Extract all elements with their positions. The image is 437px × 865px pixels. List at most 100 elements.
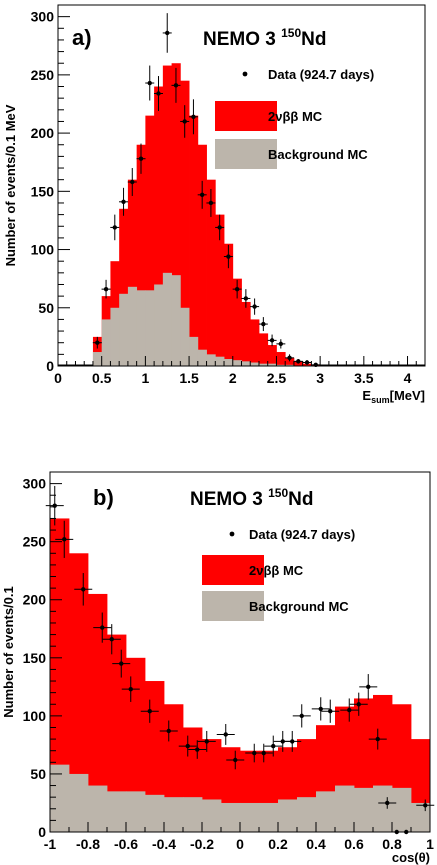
data-point [223,244,233,269]
background-mc-bar [411,802,431,832]
background-mc-bar [197,349,207,366]
y-tick-label: 300 [23,476,47,492]
background-mc-bar [276,364,286,366]
background-mc-bar [101,319,111,366]
data-point [92,336,102,349]
y-tick-label: 50 [38,300,54,316]
background-mc-bar [183,797,203,832]
background-mc-bar [145,794,165,832]
data-point [101,279,111,299]
signal-mc-bar [107,634,127,832]
data-marker [252,750,257,756]
background-mc-bar [278,799,298,832]
background-mc-bar [258,363,269,366]
data-point [264,735,283,757]
legend-label: Background MC [268,147,368,162]
x-axis-title: cos(θ) [392,850,430,865]
signal-mc-bar [241,301,251,366]
data-point [232,279,242,299]
background-mc-bar [335,785,355,832]
signal-mc-bar [154,86,164,367]
data-point [241,289,251,308]
background-mc-bar [240,802,260,832]
data-marker [185,743,190,749]
data-point [45,485,64,526]
signal-mc-bar [189,115,199,367]
data-point [292,704,311,728]
background-mc-bar [127,286,138,366]
background-mc-bar [215,356,225,366]
signal-mc-bar [276,352,286,366]
background-mc-bar [316,791,336,832]
data-marker [166,728,171,734]
data-point [206,188,216,217]
data-marker [217,225,222,230]
x-tick-label: -0.8 [76,836,100,852]
background-mc-bar [259,802,279,832]
y-axis-title: Number of events/0.1 [1,586,16,718]
data-marker [233,757,238,763]
data-marker [280,739,285,744]
data-marker [252,304,257,309]
data-point [226,750,245,770]
chart-panel-a: 0 0.5 1 1.5 2 2.5 3 3.5 4 0 50 100 150 200 250 300 Numbe… [3,4,426,405]
data-marker [299,713,304,719]
x-tick-label: 2.5 [267,370,287,386]
data-point [74,573,93,606]
x-tick-label: -0.2 [190,836,214,852]
background-mc-bar [224,359,234,366]
data-point [178,735,197,757]
signal-mc-bar [145,115,155,367]
signal-mc-bar [267,345,277,366]
data-point [145,65,155,101]
data-point [349,692,368,716]
signal-mc-bar [206,179,216,366]
data-marker [52,503,57,508]
data-marker [138,156,144,161]
data-point [258,317,268,332]
data-point [127,168,137,196]
signal-mc-bar [171,63,181,367]
y-tick-label: 200 [23,592,47,608]
data-point [378,797,397,809]
data-point [112,649,131,678]
y-tick-label: 300 [31,9,55,25]
signal-mc-bar [50,518,70,832]
y-tick-label: 250 [31,67,55,83]
x-tick-label: -0.6 [114,836,138,852]
background-mc-bar [92,352,103,366]
data-marker [261,321,266,327]
legend-label: 2νββ MC [268,109,323,124]
background-mc-bar [162,272,172,366]
background-mc-bar [373,785,393,832]
signal-mc-bar [127,179,138,366]
x-axis-title: Esum[MeV] [362,388,425,405]
data-point [254,743,273,763]
data-marker [223,732,228,737]
data-point [302,360,312,365]
data-marker [278,341,284,347]
signal-mc-bar [136,144,146,366]
data-marker [100,625,105,630]
background-mc-bar [107,791,127,832]
signal-mc-bar [285,357,295,366]
background-mc-bar [136,290,146,366]
background-mc-bar [202,799,222,832]
legend-label: Data (924.7 days) [249,527,355,542]
data-marker [112,225,117,230]
background-mc-bar [171,275,181,366]
background-mc-bar [180,307,190,366]
data-marker [103,286,109,292]
data-point [140,699,159,723]
y-tick-label: 100 [23,708,47,724]
x-tick-label: 3 [316,370,324,386]
background-mc-bar [50,764,70,832]
data-point [159,720,178,742]
data-marker [119,661,124,666]
data-point [311,362,321,368]
data-marker [313,362,318,368]
data-marker [296,359,301,364]
y-tick-label: 150 [23,650,47,666]
legend-data-marker [242,71,248,77]
